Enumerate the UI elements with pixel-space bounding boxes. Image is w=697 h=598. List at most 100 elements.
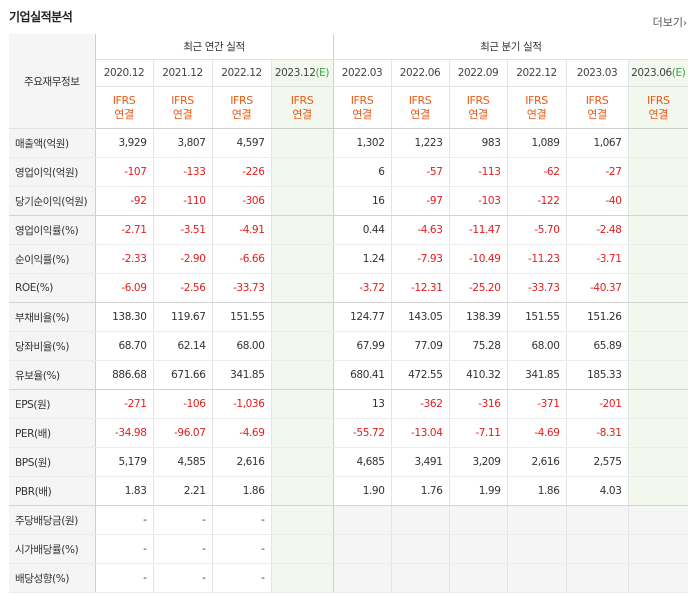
cell-quarter: -316 — [449, 389, 508, 419]
ifrs-text: IFRS — [350, 93, 374, 107]
cell-annual — [271, 476, 334, 506]
cell-quarter: 1.99 — [449, 476, 508, 506]
cell-quarter: 65.89 — [566, 331, 629, 361]
ifrs-label: IFRS 연결 — [566, 86, 629, 129]
cell-quarter — [449, 563, 508, 593]
cell-quarter — [449, 534, 508, 564]
cell-annual: -2.71 — [95, 215, 154, 245]
cell-annual: -33.73 — [212, 273, 272, 303]
period-label: 2022.03 — [341, 67, 383, 79]
consolidated-text: 연결 — [292, 107, 312, 121]
ifrs-label: IFRS 연결 — [507, 86, 567, 129]
cell-annual: -6.66 — [212, 244, 272, 274]
row-label: 매출액(억원) — [9, 128, 96, 158]
chevron-right-icon: › — [683, 18, 687, 29]
cell-annual — [271, 215, 334, 245]
period-label: 2023.12 — [274, 67, 316, 79]
period-label: 2023.03 — [576, 67, 618, 79]
cell-quarter — [566, 534, 629, 564]
cell-quarter: 1,302 — [333, 128, 392, 158]
ifrs-text: IFRS — [230, 93, 253, 107]
cell-annual: 151.55 — [212, 302, 272, 332]
row-label: ROE(%) — [9, 273, 96, 303]
cell-quarter: 77.09 — [391, 331, 450, 361]
cell-quarter — [628, 157, 689, 187]
row-label: 당기순이익(억원) — [9, 186, 96, 216]
cell-annual — [271, 447, 334, 477]
cell-quarter: -7.93 — [391, 244, 450, 274]
cell-quarter: 13 — [333, 389, 392, 419]
cell-quarter — [628, 302, 689, 332]
cell-annual: 68.00 — [212, 331, 272, 361]
cell-annual: 1.86 — [212, 476, 272, 506]
cell-annual — [271, 418, 334, 448]
ifrs-label: IFRS 연결 — [391, 86, 450, 129]
cell-annual — [271, 186, 334, 216]
cell-annual — [271, 331, 334, 361]
period-label: 2022.12 — [516, 67, 557, 79]
table-row: PBR(배) 1.83 2.21 1.86 1.90 1.76 1.99 1.86 4.03 — [9, 476, 689, 506]
table-row: 유보율(%) 886.68 671.66 341.85 680.41 472.55 410.… — [9, 360, 689, 390]
cell-quarter — [628, 360, 689, 390]
cell-quarter: 151.55 — [507, 302, 567, 332]
cell-quarter: -11.23 — [507, 244, 567, 274]
cell-quarter: 185.33 — [566, 360, 629, 390]
cell-quarter: -40.37 — [566, 273, 629, 303]
row-label: 영업이익률(%) — [9, 215, 96, 245]
cell-annual — [271, 128, 334, 158]
cell-quarter: 1,223 — [391, 128, 450, 158]
cell-quarter: 4,685 — [333, 447, 392, 477]
cell-annual: -271 — [95, 389, 154, 419]
cell-quarter: 75.28 — [449, 331, 508, 361]
cell-annual: -110 — [153, 186, 213, 216]
ifrs-text: IFRS — [646, 93, 670, 107]
period-header-annual: 2023.12(E) — [271, 59, 334, 87]
row-label: 배당성향(%) — [9, 563, 96, 593]
ifrs-label: IFRS 연결 — [212, 86, 272, 129]
cell-annual: 671.66 — [153, 360, 213, 390]
cell-annual: 1.83 — [95, 476, 154, 506]
cell-annual: 4,585 — [153, 447, 213, 477]
cell-quarter: -5.70 — [507, 215, 567, 245]
consolidated-text: 연결 — [172, 107, 193, 121]
row-label: 시가배당률(%) — [9, 534, 96, 564]
cell-quarter — [628, 476, 689, 506]
cell-quarter — [628, 215, 689, 245]
cell-quarter: 3,491 — [391, 447, 450, 477]
ifrs-text: IFRS — [525, 93, 548, 107]
table-row: 영업이익률(%) -2.71 -3.51 -4.91 0.44 -4.63 -11.47 -5… — [9, 215, 689, 245]
cell-quarter — [628, 534, 689, 564]
estimate-mark: (E) — [671, 67, 686, 79]
cell-quarter: 680.41 — [333, 360, 392, 390]
row-label: 부채비율(%) — [9, 302, 96, 332]
cell-quarter: -103 — [449, 186, 508, 216]
period-label: 2020.12 — [103, 67, 145, 79]
cell-quarter — [333, 505, 392, 535]
cell-quarter: 124.77 — [333, 302, 392, 332]
cell-quarter: -8.31 — [566, 418, 629, 448]
consolidated-text: 연결 — [526, 107, 547, 121]
cell-annual — [271, 505, 334, 535]
row-label: 유보율(%) — [9, 360, 96, 390]
cell-quarter: 138.39 — [449, 302, 508, 332]
row-label: 주당배당금(원) — [9, 505, 96, 535]
cell-annual — [271, 273, 334, 303]
table-row: ROE(%) -6.09 -2.56 -33.73 -3.72 -12.31 -25.20-… — [9, 273, 689, 303]
cell-annual — [271, 157, 334, 187]
financial-table: 주요재무정보 최근 연간 실적 최근 분기 실적 2020.12 2021.12 2… — [9, 34, 689, 593]
cell-quarter — [628, 418, 689, 448]
cell-annual: - — [95, 505, 154, 535]
cell-annual: -3.51 — [153, 215, 213, 245]
cell-quarter — [628, 331, 689, 361]
cell-annual: - — [153, 563, 213, 593]
period-header-quarter: 2022.03 — [333, 59, 392, 87]
cell-quarter: -10.49 — [449, 244, 508, 274]
cell-quarter: -13.04 — [391, 418, 450, 448]
cell-quarter — [507, 505, 567, 535]
cell-quarter — [566, 505, 629, 535]
cell-annual: -4.91 — [212, 215, 272, 245]
table-row: 당기순이익(억원) -92 -110 -306 16 -97 -103 -122 -40 — [9, 186, 689, 216]
cell-quarter: 472.55 — [391, 360, 450, 390]
period-label: 2022.12 — [221, 67, 262, 79]
more-link[interactable]: 더보기› — [653, 14, 687, 30]
